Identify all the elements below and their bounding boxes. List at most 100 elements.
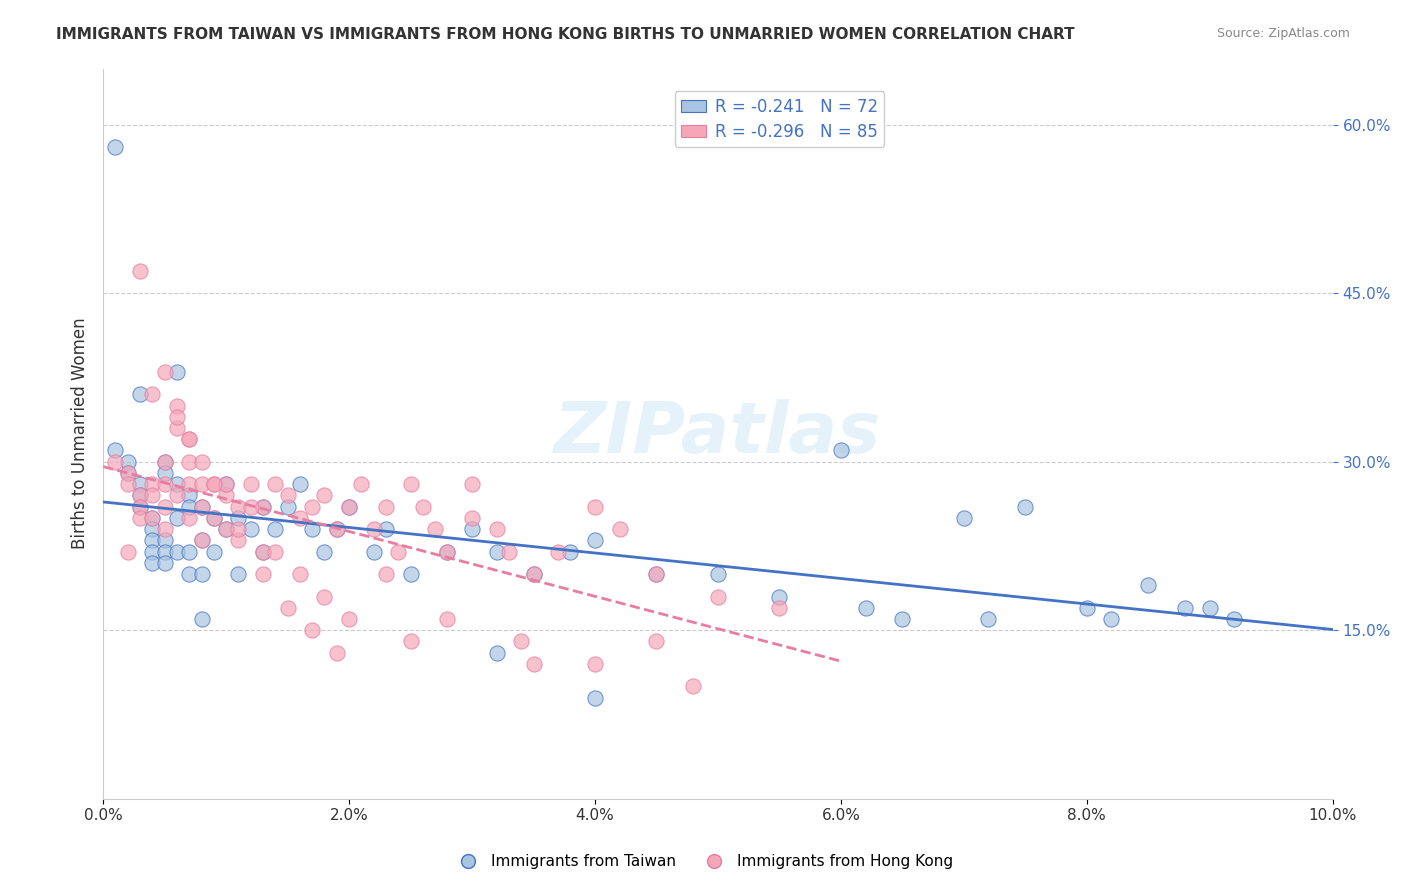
Point — [190, 567, 212, 582]
Point — [498, 544, 520, 558]
Point — [301, 500, 323, 514]
Point — [202, 511, 225, 525]
Point — [277, 488, 299, 502]
Point — [179, 511, 201, 525]
Point — [363, 522, 385, 536]
Point — [166, 477, 188, 491]
Point — [190, 500, 212, 514]
Point — [190, 477, 212, 491]
Point — [522, 567, 544, 582]
Point — [830, 443, 852, 458]
Point — [707, 590, 730, 604]
Point — [153, 556, 176, 570]
Point — [190, 533, 212, 548]
Point — [461, 511, 484, 525]
Point — [215, 488, 238, 502]
Point — [264, 477, 287, 491]
Point — [301, 624, 323, 638]
Point — [129, 387, 152, 401]
Point — [228, 522, 250, 536]
Point — [436, 544, 458, 558]
Point — [423, 522, 446, 536]
Point — [179, 432, 201, 446]
Point — [399, 634, 422, 648]
Point — [707, 567, 730, 582]
Point — [153, 455, 176, 469]
Point — [326, 522, 349, 536]
Point — [485, 544, 508, 558]
Point — [202, 477, 225, 491]
Point — [179, 567, 201, 582]
Point — [179, 432, 201, 446]
Point — [153, 533, 176, 548]
Point — [977, 612, 1000, 626]
Point — [215, 522, 238, 536]
Point — [326, 522, 349, 536]
Point — [583, 533, 606, 548]
Point — [252, 500, 274, 514]
Point — [129, 488, 152, 502]
Point — [153, 522, 176, 536]
Point — [179, 477, 201, 491]
Point — [350, 477, 373, 491]
Point — [375, 500, 398, 514]
Point — [166, 488, 188, 502]
Point — [202, 544, 225, 558]
Point — [153, 544, 176, 558]
Point — [1099, 612, 1122, 626]
Point — [301, 522, 323, 536]
Point — [179, 500, 201, 514]
Point — [1174, 600, 1197, 615]
Point — [288, 477, 311, 491]
Point — [153, 455, 176, 469]
Point — [583, 657, 606, 671]
Point — [228, 500, 250, 514]
Point — [277, 500, 299, 514]
Point — [166, 399, 188, 413]
Point — [104, 443, 127, 458]
Legend: R = -0.241   N = 72, R = -0.296   N = 85: R = -0.241 N = 72, R = -0.296 N = 85 — [675, 92, 884, 147]
Point — [104, 455, 127, 469]
Point — [1076, 600, 1098, 615]
Point — [645, 634, 668, 648]
Legend: Immigrants from Taiwan, Immigrants from Hong Kong: Immigrants from Taiwan, Immigrants from … — [447, 848, 959, 875]
Point — [522, 567, 544, 582]
Point — [141, 488, 163, 502]
Point — [436, 612, 458, 626]
Point — [228, 511, 250, 525]
Point — [363, 544, 385, 558]
Point — [768, 600, 790, 615]
Point — [166, 421, 188, 435]
Point — [399, 477, 422, 491]
Point — [129, 511, 152, 525]
Point — [461, 477, 484, 491]
Point — [436, 544, 458, 558]
Point — [326, 646, 349, 660]
Point — [891, 612, 914, 626]
Point — [583, 500, 606, 514]
Point — [252, 544, 274, 558]
Point — [547, 544, 569, 558]
Point — [141, 511, 163, 525]
Point — [153, 365, 176, 379]
Point — [141, 533, 163, 548]
Point — [252, 500, 274, 514]
Point — [277, 600, 299, 615]
Point — [117, 477, 139, 491]
Point — [190, 500, 212, 514]
Point — [190, 612, 212, 626]
Point — [510, 634, 533, 648]
Point — [166, 409, 188, 424]
Text: IMMIGRANTS FROM TAIWAN VS IMMIGRANTS FROM HONG KONG BIRTHS TO UNMARRIED WOMEN CO: IMMIGRANTS FROM TAIWAN VS IMMIGRANTS FRO… — [56, 27, 1074, 42]
Point — [129, 500, 152, 514]
Point — [953, 511, 976, 525]
Point — [239, 477, 262, 491]
Point — [179, 488, 201, 502]
Point — [855, 600, 877, 615]
Point — [461, 522, 484, 536]
Point — [314, 590, 336, 604]
Point — [1137, 578, 1160, 592]
Point — [1014, 500, 1036, 514]
Point — [190, 455, 212, 469]
Point — [117, 455, 139, 469]
